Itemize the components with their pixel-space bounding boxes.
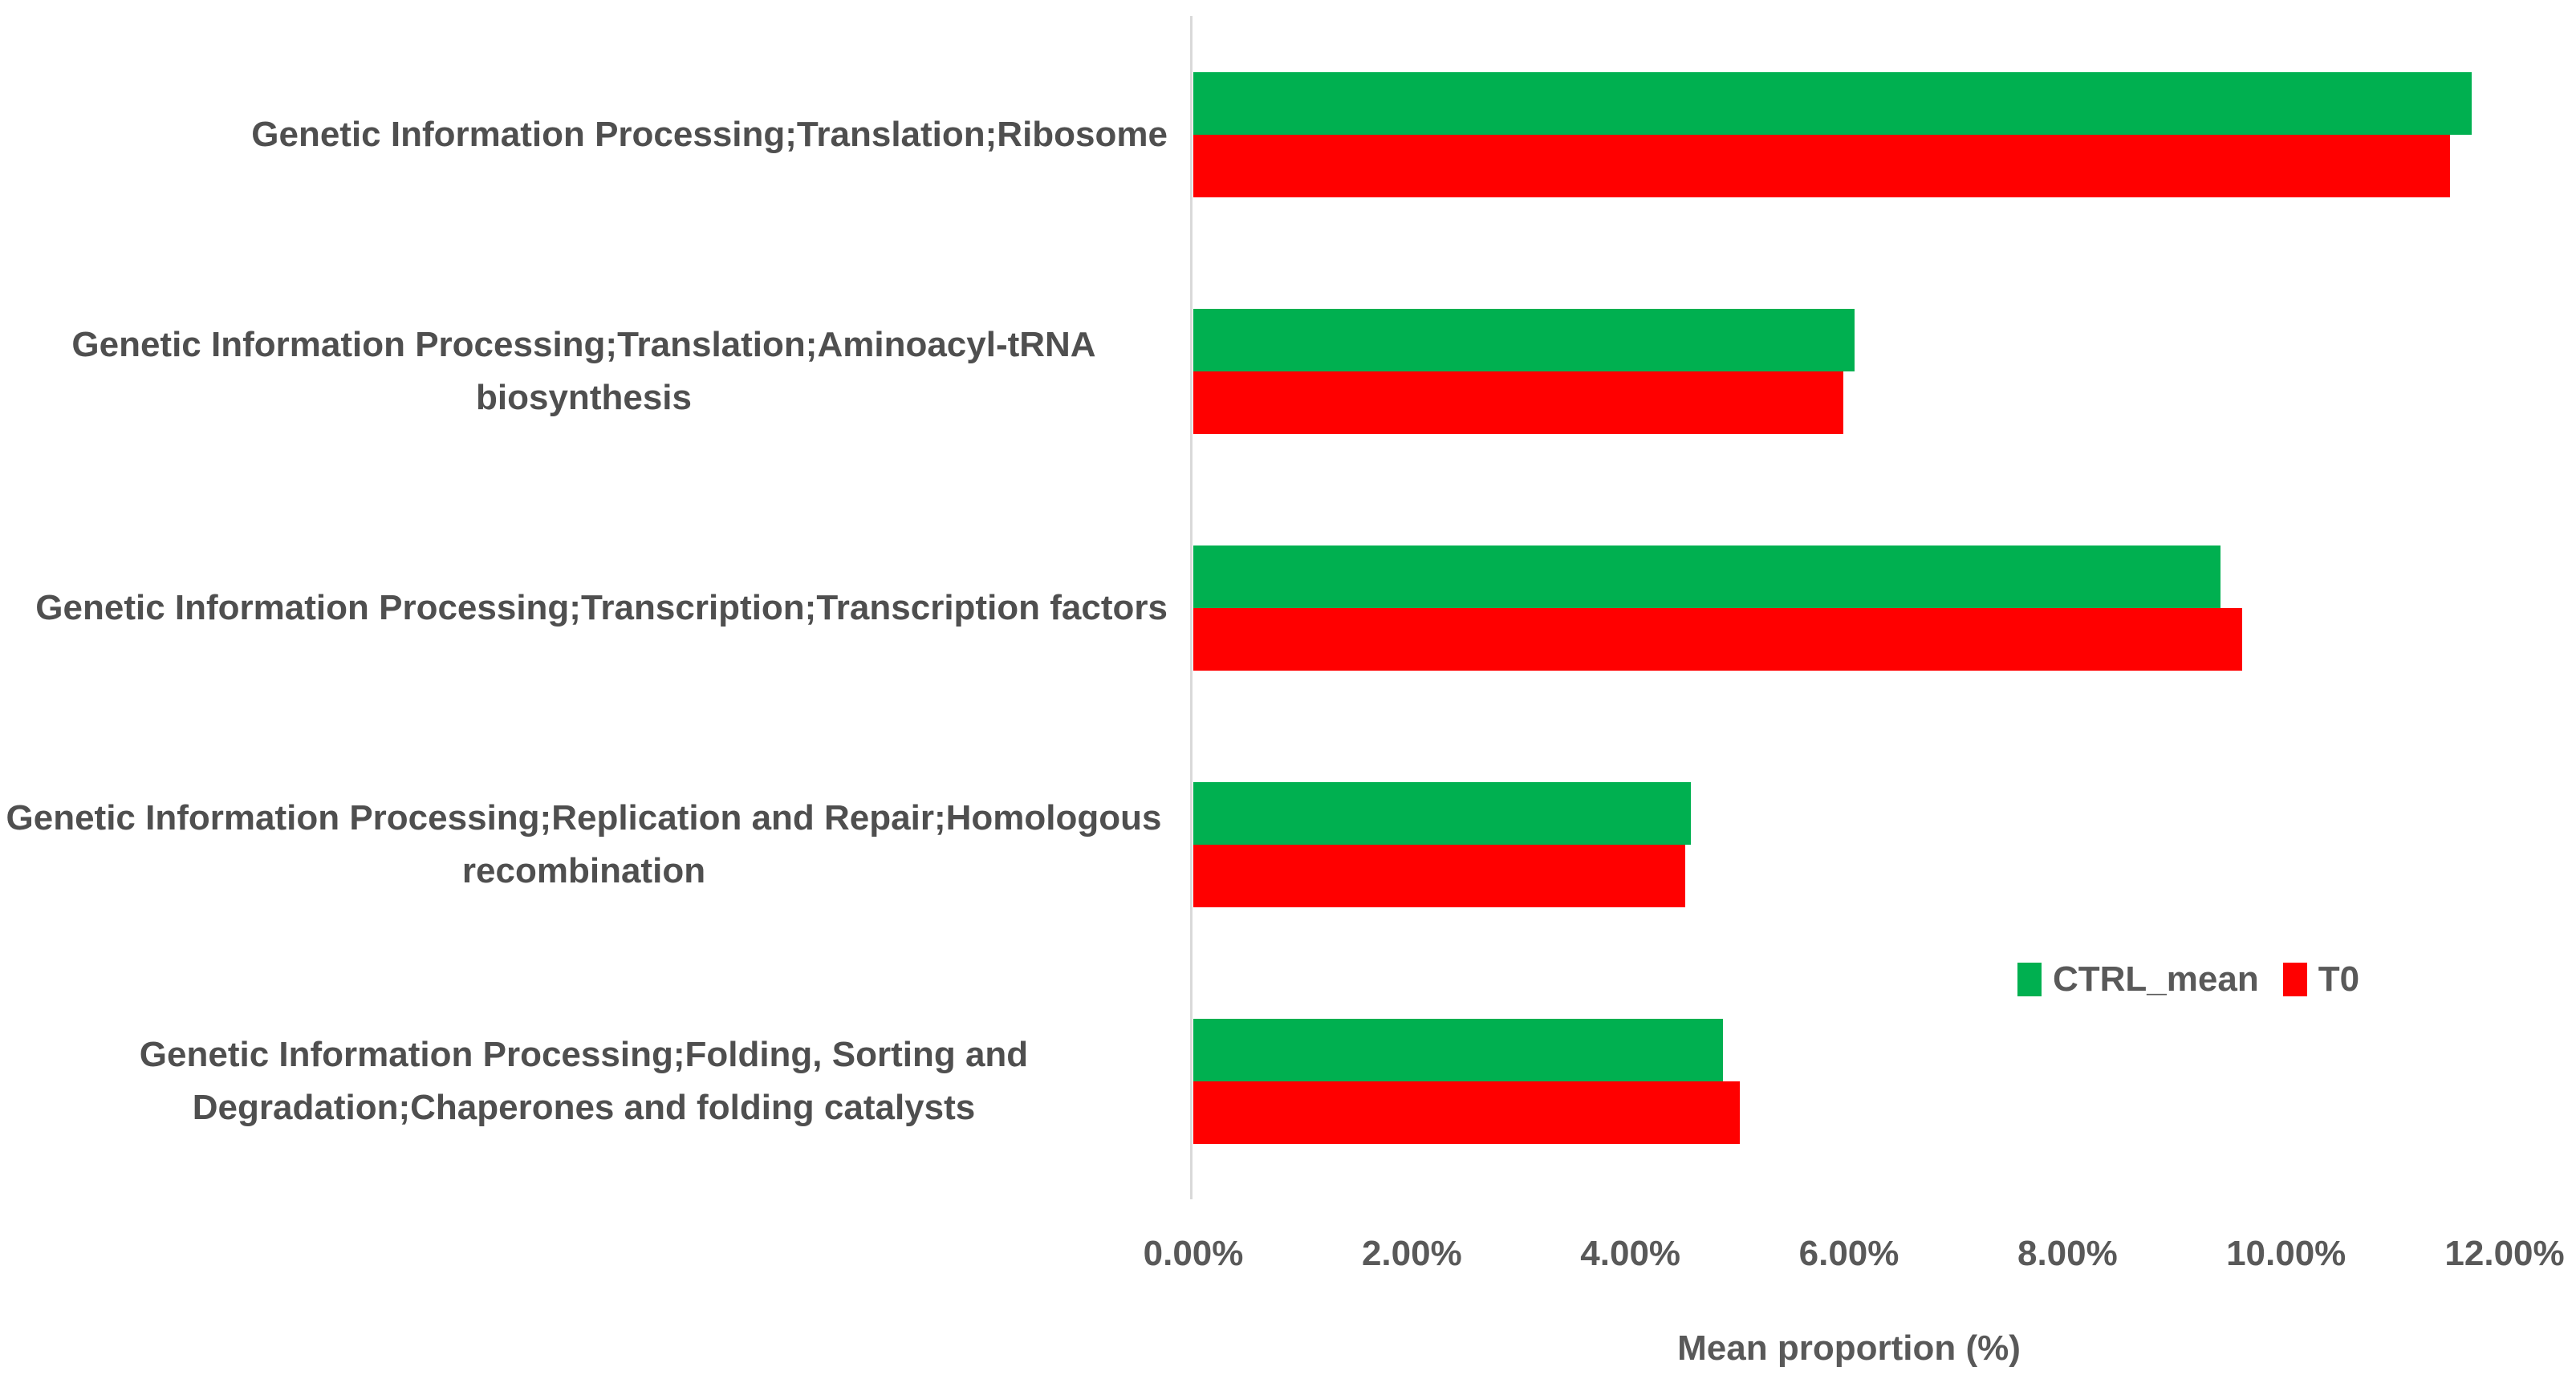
category-label: Genetic Information Processing;Transcrip…	[35, 587, 1168, 627]
category-label: Genetic Information Processing;Replicati…	[6, 797, 1162, 890]
legend-label: CTRL_mean	[2053, 959, 2259, 999]
bar-ctrl_mean	[1193, 1018, 1724, 1081]
bar-t0	[1193, 607, 2243, 671]
legend: CTRL_mean T0	[2017, 959, 2359, 1000]
category-label: Genetic Information Processing;Translati…	[251, 114, 1168, 154]
bar-ctrl_mean	[1193, 545, 2220, 608]
x-tick-label: 4.00%	[1580, 1234, 1681, 1273]
legend-label: T0	[2318, 959, 2360, 999]
bar-ctrl_mean	[1193, 781, 1691, 845]
x-tick-label: 6.00%	[1798, 1234, 1899, 1273]
bar-ctrl_mean	[1193, 71, 2472, 135]
bar-t0	[1193, 134, 2450, 197]
category-label: Genetic Information Processing;Folding, …	[139, 1034, 1029, 1127]
legend-swatch-icon	[2017, 963, 2042, 996]
x-tick-label: 2.00%	[1361, 1234, 1462, 1273]
bar-t0	[1193, 371, 1844, 434]
x-tick-label: 0.00%	[1143, 1234, 1244, 1273]
bar-t0	[1193, 1081, 1740, 1144]
x-tick-label: 8.00%	[2017, 1234, 2118, 1273]
x-axis-title: Mean proportion (%)	[1677, 1328, 2021, 1368]
bar-ctrl_mean	[1193, 308, 1855, 371]
legend-item-ctrl_mean: CTRL_mean	[2017, 959, 2259, 1000]
x-tick-label: 12.00%	[2444, 1234, 2565, 1273]
x-tick-label: 10.00%	[2226, 1234, 2346, 1273]
legend-swatch-icon	[2282, 963, 2307, 996]
legend-item-t0: T0	[2282, 959, 2360, 1000]
bar-t0	[1193, 844, 1685, 907]
category-axis-line	[1190, 16, 1193, 1199]
category-label: Genetic Information Processing;Translati…	[71, 324, 1096, 417]
